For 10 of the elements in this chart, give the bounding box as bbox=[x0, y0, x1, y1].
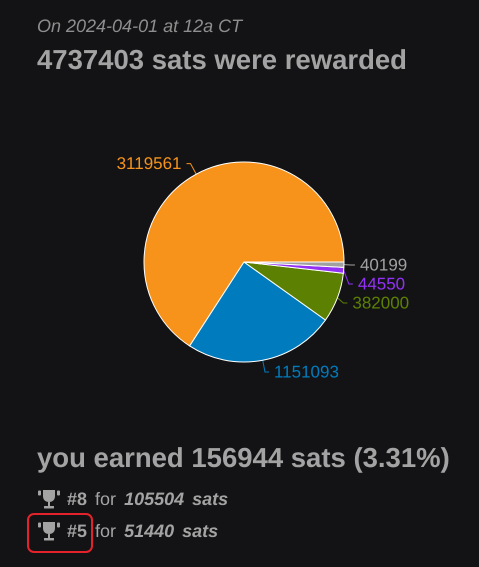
text: you earned 156944 sats (3.31%) bbox=[37, 442, 450, 473]
chart-subtitle: On 2024-04-01 at 12a CT bbox=[37, 15, 242, 37]
data-label: 40199 bbox=[360, 255, 408, 274]
chart-title: 4737403 sats were rewarded bbox=[37, 44, 407, 75]
data-label: 1151093 bbox=[274, 362, 339, 382]
data-label: 44550 bbox=[358, 274, 406, 294]
data-label: 382000 bbox=[352, 293, 410, 312]
text: #8 for 105504 sats bbox=[67, 489, 228, 509]
data-label: 3119561 bbox=[116, 154, 182, 174]
text: #5 for 51440 sats bbox=[67, 521, 218, 541]
